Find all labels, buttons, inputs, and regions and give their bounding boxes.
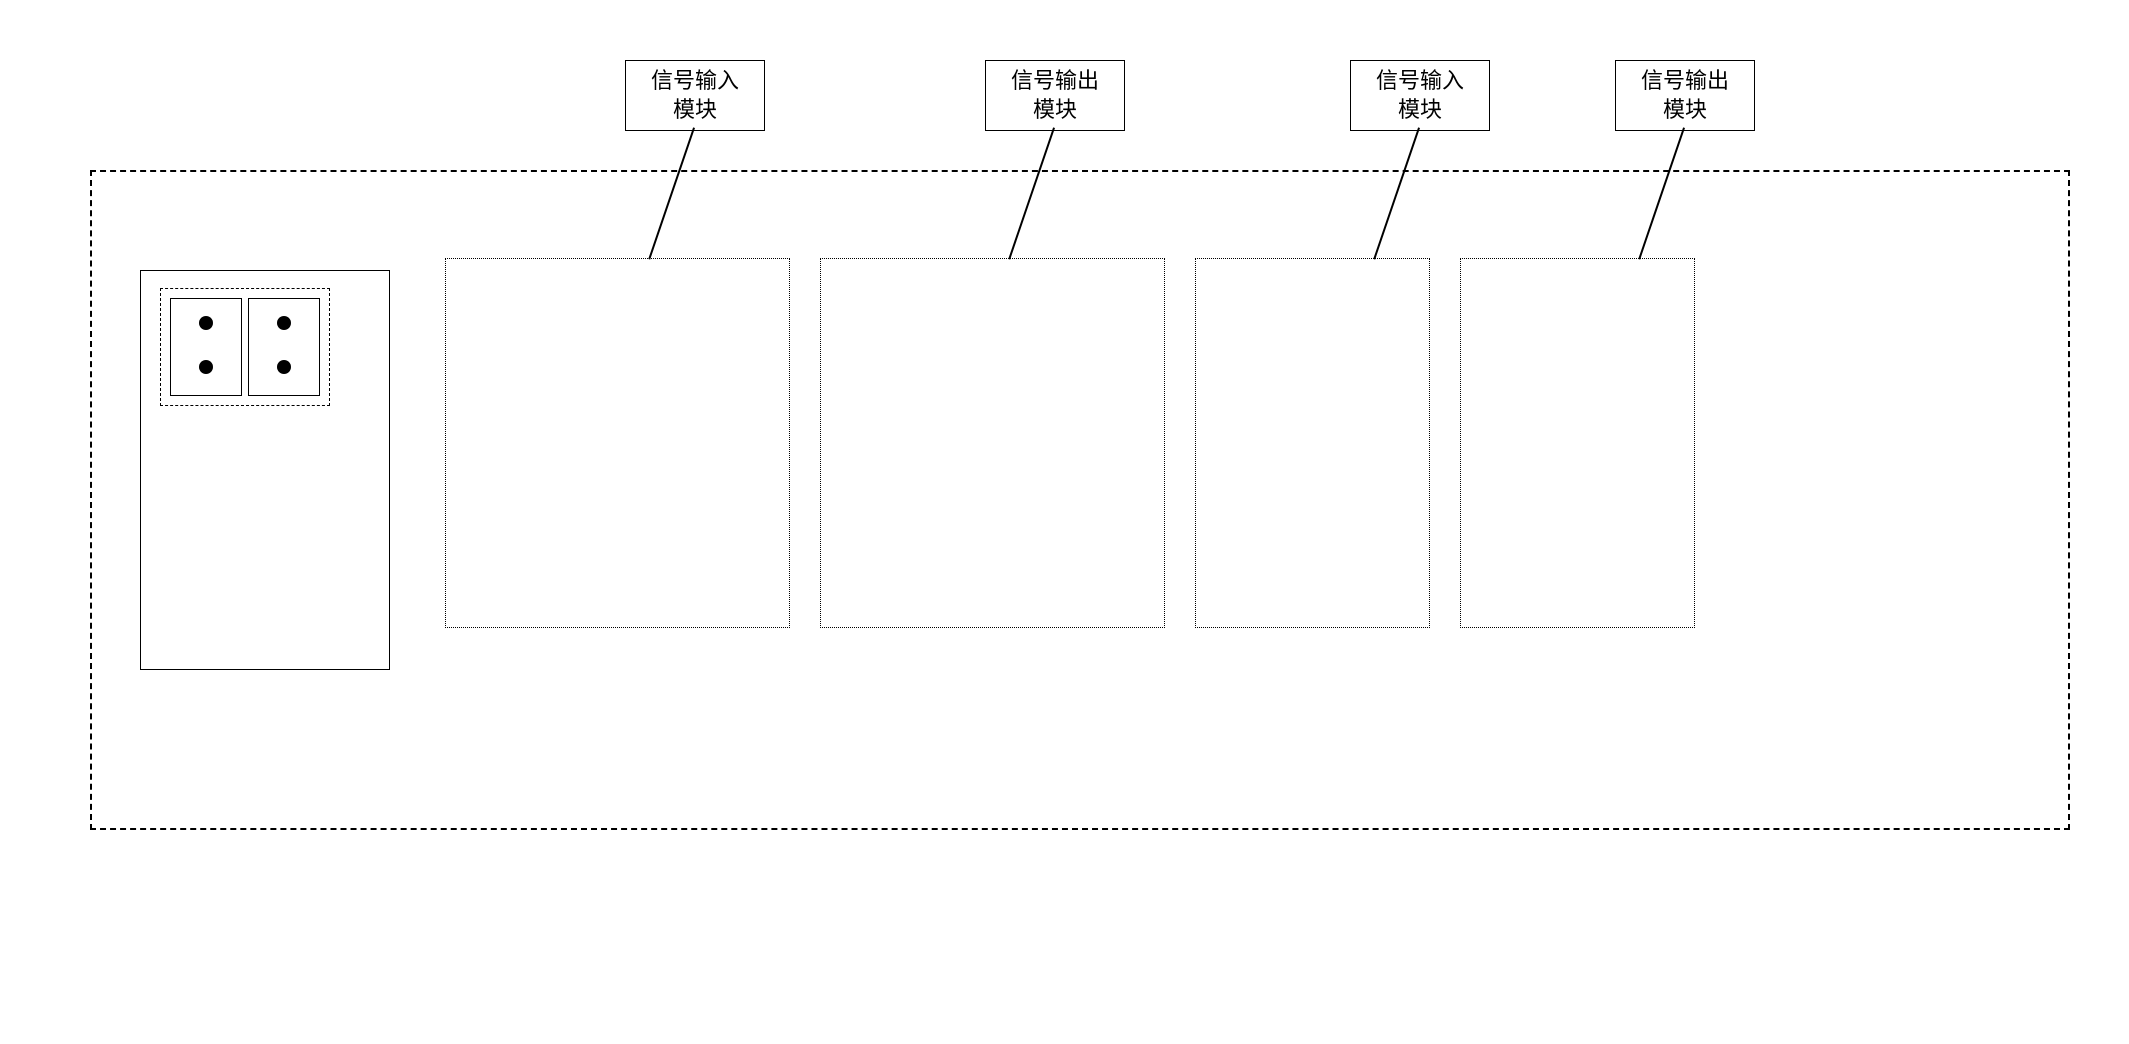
module-group-1	[820, 258, 1165, 628]
top-label-0: 信号输入模块	[625, 60, 765, 131]
module-group-0	[445, 258, 790, 628]
top-label-2: 信号输入模块	[1350, 60, 1490, 131]
top-label-1: 信号输出模块	[985, 60, 1125, 131]
module-group-3	[1460, 258, 1695, 628]
module-group-2	[1195, 258, 1430, 628]
top-label-3: 信号输出模块	[1615, 60, 1755, 131]
